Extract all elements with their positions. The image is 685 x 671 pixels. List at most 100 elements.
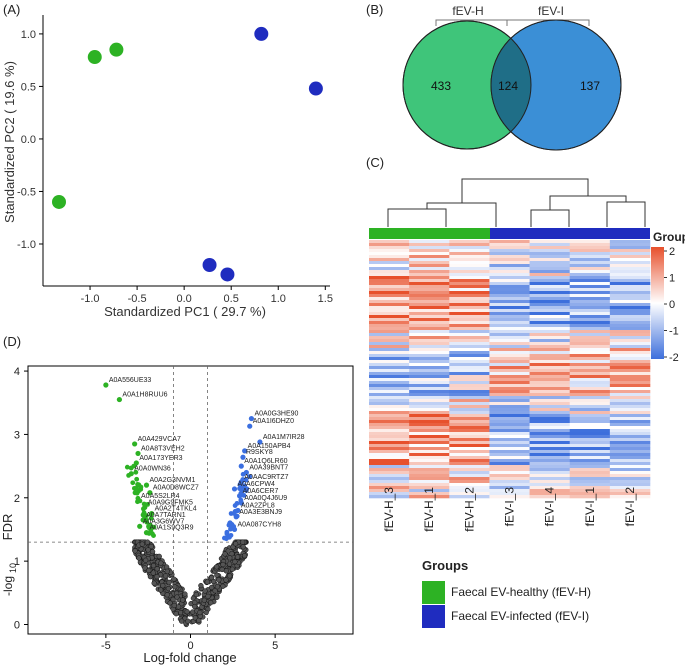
heatmap-cell <box>569 402 611 406</box>
heatmap-cell <box>569 258 611 262</box>
heatmap-column-label: fEV-H_2 <box>462 487 476 532</box>
volcano-point-ns <box>144 539 151 545</box>
heatmap-cell <box>409 321 450 325</box>
heatmap-cell <box>609 264 651 268</box>
heatmap-cell <box>529 456 571 460</box>
heatmap-cell <box>529 420 571 424</box>
heatmap-cell <box>569 273 611 277</box>
heatmap-cell <box>569 261 611 265</box>
heatmap-cell <box>609 321 651 325</box>
heatmap-cell <box>609 249 651 253</box>
heatmap-cell <box>529 459 571 463</box>
volcano-point-up-healthy <box>141 506 146 512</box>
volcano-point-up-healthy <box>147 490 153 496</box>
heatmap-cell <box>369 300 410 304</box>
heatmap-cell <box>409 291 450 295</box>
heatmap-cell <box>409 429 450 433</box>
heatmap-cell <box>609 402 651 406</box>
volcano-point-up-healthy <box>136 498 142 503</box>
heatmap-cell <box>409 420 450 424</box>
heatmap-cell <box>449 378 490 382</box>
heatmap-cell <box>369 480 410 484</box>
volcano-point-ns <box>171 576 177 582</box>
heatmap-cell <box>569 246 611 250</box>
heatmap-cell <box>569 363 611 367</box>
heatmap-cell <box>609 462 651 466</box>
volcano-xtick-label: 5 <box>272 640 278 652</box>
heatmap-legend-title: Group <box>653 230 685 244</box>
volcano-point-up-healthy <box>130 480 136 486</box>
heatmap-cell <box>489 330 530 334</box>
heatmap-cell <box>569 438 611 442</box>
volcano-point-ns <box>165 585 172 592</box>
heatmap-cell <box>569 333 611 337</box>
heatmap-cell <box>409 249 450 253</box>
heatmap-cell <box>369 402 410 406</box>
pca-xtick-label: 0.5 <box>224 293 239 305</box>
heatmap-cell <box>609 393 651 397</box>
heatmap-cell <box>369 285 410 289</box>
heatmap-cell <box>489 285 530 289</box>
heatmap-scale-label: -1 <box>669 326 679 338</box>
heatmap-cell <box>489 375 530 379</box>
volcano-point-up-healthy <box>134 476 140 482</box>
heatmap-cell <box>449 462 490 466</box>
heatmap-cell <box>409 414 450 418</box>
heatmap-cell <box>529 258 571 262</box>
heatmap-cell <box>569 297 611 301</box>
heatmap-cell <box>489 435 530 439</box>
heatmap-cell <box>409 462 450 466</box>
heatmap-cell <box>529 402 571 406</box>
heatmap-cell <box>569 240 611 244</box>
volcano-point-ns <box>163 564 170 570</box>
heatmap-cell <box>529 474 571 478</box>
heatmap-cell <box>569 264 611 268</box>
heatmap-cell <box>569 462 611 466</box>
heatmap-cell <box>449 261 490 265</box>
heatmap-column-label: fEV-I_4 <box>543 487 557 527</box>
volcano-point-up-healthy <box>124 464 130 470</box>
heatmap-cell <box>449 300 490 304</box>
heatmap-cell <box>489 492 530 496</box>
heatmap-cell <box>489 372 530 376</box>
heatmap-cell <box>609 435 651 439</box>
volcano-point-up-healthy <box>103 382 109 388</box>
heatmap-cell <box>489 402 530 406</box>
heatmap-cell <box>529 387 571 391</box>
volcano-label: R9SKY8 <box>246 449 273 456</box>
heatmap-cell <box>409 435 450 439</box>
volcano-point-ns <box>173 611 179 617</box>
heatmap-cell <box>449 456 490 460</box>
heatmap-cell <box>609 369 651 373</box>
heatmap-cell <box>529 243 571 247</box>
heatmap-cell <box>609 267 651 271</box>
heatmap-cell <box>489 378 530 382</box>
volcano-xtick-label: 0 <box>187 640 193 652</box>
volcano-label: A0A150APB4 <box>248 443 291 450</box>
venn-label-h: fEV-H <box>452 4 483 18</box>
heatmap-cell <box>569 279 611 283</box>
heatmap-cell <box>369 459 410 463</box>
heatmap-column-label: fEV-H_3 <box>382 487 396 532</box>
heatmap-cell <box>369 408 410 412</box>
heatmap-cell <box>489 483 530 487</box>
heatmap-cell <box>609 387 651 391</box>
heatmap-cell <box>489 390 530 394</box>
heatmap-cell <box>369 381 410 385</box>
heatmap-cell <box>529 423 571 427</box>
heatmap-cell <box>409 318 450 322</box>
volcano-point-ns <box>170 596 176 603</box>
volcano-point-ns <box>214 572 220 578</box>
legend-swatch-healthy <box>422 580 445 604</box>
heatmap-cell <box>529 303 571 307</box>
pca-ylabel: Standardized PC2 ( 19.6 %) <box>2 61 17 223</box>
volcano-label: A0A8T3VEH2 <box>141 445 185 452</box>
heatmap-cell <box>449 342 490 346</box>
heatmap-cell <box>609 480 651 484</box>
heatmap-cell <box>569 441 611 445</box>
heatmap-cell <box>569 417 611 421</box>
heatmap-cell <box>609 450 651 454</box>
heatmap-cell <box>369 384 410 388</box>
heatmap-cell <box>369 468 410 472</box>
